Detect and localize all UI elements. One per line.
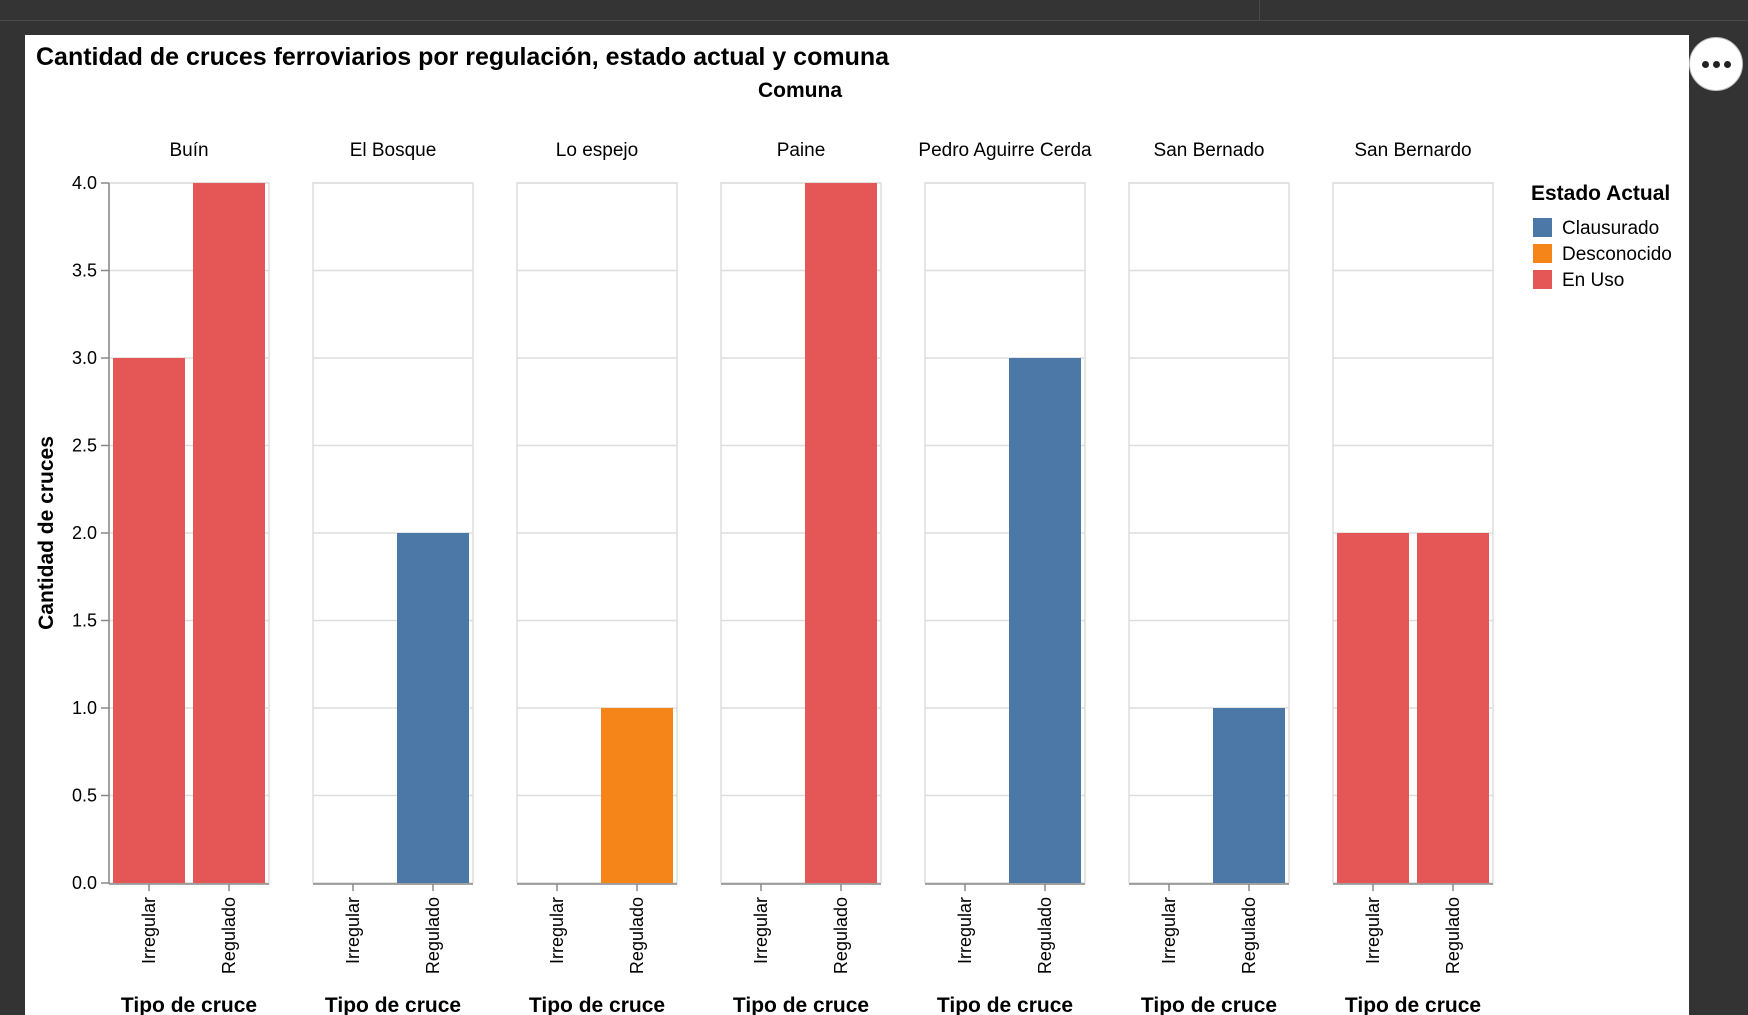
legend-title: Estado Actual [1531,182,1670,205]
facet-label: Pedro Aguirre Cerda [918,140,1092,161]
legend-swatch [1533,218,1552,237]
bar-regulado [601,708,673,883]
facet-frame [924,182,1086,884]
bar-regulado [805,183,877,883]
y-tick-label: 0.5 [72,786,97,806]
facet-0: Buín Irregular Regulado Tipo de cruce [108,140,270,1015]
chart-title: Cantidad de cruces ferroviarios por regu… [36,43,890,71]
y-tick-label: 0.0 [72,873,97,893]
x-tick-label: Regulado [1443,897,1463,974]
y-axis: 0.0 0.5 1.0 1.5 2.0 2.5 3.0 3.5 4.0 Cantidad de c… [35,173,110,893]
x-tick-label: Irregular [343,897,363,964]
facet-label: El Bosque [350,140,437,161]
x-tick-label: Irregular [751,897,771,964]
facet-frame [1332,182,1494,884]
x-tick-label: Regulado [1239,897,1259,974]
facet-4: Pedro Aguirre Cerda Irregular Regulado Tipo… [918,140,1092,1015]
more-options-icon [1701,60,1731,68]
facet-label: Lo espejo [556,140,638,161]
legend-label: Desconocido [1562,244,1672,265]
facet-5: San Bernado Irregular Regulado Tipo de cruc… [1128,140,1290,1015]
y-tick-label: 2.5 [72,436,97,456]
x-axis-title: Tipo de cruce [529,994,665,1015]
faceted-bar-chart: Cantidad de cruces ferroviarios por regu… [35,43,1672,1015]
x-axis-title: Tipo de cruce [121,994,257,1015]
top-bar [0,0,1748,21]
x-tick-label: Regulado [423,897,443,974]
legend-swatch [1533,244,1552,263]
legend-swatch [1533,270,1552,289]
y-tick-label: 3.0 [72,348,97,368]
bar-regulado [193,183,265,883]
top-bar-divider [1259,0,1260,20]
y-axis-title: Cantidad de cruces [35,436,58,630]
bar-irregular [113,358,185,883]
facet-label: San Bernado [1154,140,1265,161]
facet-frame [516,182,678,884]
x-tick-label: Regulado [831,897,851,974]
facet-label: San Bernardo [1354,140,1471,161]
bar-regulado [1009,358,1081,883]
bar-regulado [1213,708,1285,883]
x-tick-label: Irregular [547,897,567,964]
x-axis-title: Tipo de cruce [733,994,869,1015]
y-tick-label: 4.0 [72,173,97,193]
legend-label: En Uso [1562,270,1624,291]
x-axis-title: Tipo de cruce [325,994,461,1015]
y-tick-label: 3.5 [72,261,97,281]
y-tick-label: 2.0 [72,523,97,543]
bar-regulado [397,533,469,883]
facet-label: Buín [169,140,208,161]
actions-menu-button[interactable] [1689,37,1743,91]
x-tick-label: Regulado [1035,897,1055,974]
facet-label: Paine [777,140,826,161]
facet-frame [1128,182,1290,884]
facet-6: San Bernardo Irregular Regulado Tipo de cru… [1332,140,1494,1015]
x-axis-title: Tipo de cruce [1141,994,1277,1015]
x-tick-label: Irregular [1363,897,1383,964]
chart-panel: Cantidad de cruces ferroviarios por regu… [25,35,1689,1015]
x-tick-label: Regulado [219,897,239,974]
facet-frame [720,182,882,884]
facet-3: Paine Irregular Regulado Tipo de cruce [720,140,882,1015]
bar-irregular [1337,533,1409,883]
x-tick-label: Regulado [627,897,647,974]
x-axis-title: Tipo de cruce [937,994,1073,1015]
legend-label: Clausurado [1562,218,1659,239]
facet-frame [312,182,474,884]
x-axis-title: Tipo de cruce [1345,994,1481,1015]
y-tick-label: 1.5 [72,611,97,631]
x-tick-label: Irregular [139,897,159,964]
y-tick-label: 1.0 [72,698,97,718]
column-title: Comuna [758,79,842,102]
x-tick-label: Irregular [1159,897,1179,964]
legend: Estado Actual Clausurado Desconocido En Uso [1531,182,1672,291]
facet-1: El Bosque Irregular Regulado Tipo de cruce [312,140,474,1015]
facet-2: Lo espejo Irregular Regulado Tipo de cruce [516,140,678,1015]
bar-regulado [1417,533,1489,883]
x-tick-label: Irregular [955,897,975,964]
